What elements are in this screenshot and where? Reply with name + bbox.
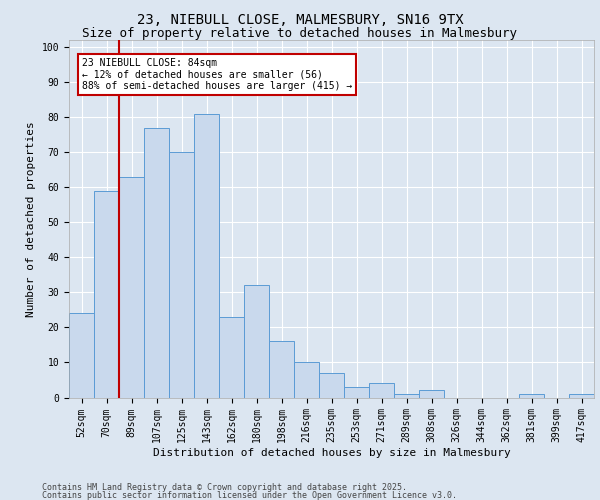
Bar (294, 362, 319, 398)
Bar (319, 373, 344, 398)
Bar (419, 390, 444, 398)
Bar (219, 317, 244, 398)
Text: Size of property relative to detached houses in Malmesbury: Size of property relative to detached ho… (83, 28, 517, 40)
Bar (244, 286, 269, 398)
Text: 23 NIEBULL CLOSE: 84sqm
← 12% of detached houses are smaller (56)
88% of semi-de: 23 NIEBULL CLOSE: 84sqm ← 12% of detache… (82, 58, 352, 90)
Bar (194, 114, 219, 398)
Text: Contains HM Land Registry data © Crown copyright and database right 2025.: Contains HM Land Registry data © Crown c… (42, 484, 407, 492)
X-axis label: Distribution of detached houses by size in Malmesbury: Distribution of detached houses by size … (152, 448, 511, 458)
Bar (94, 190, 119, 398)
Bar (344, 387, 369, 398)
Bar (119, 176, 144, 398)
Y-axis label: Number of detached properties: Number of detached properties (26, 121, 36, 316)
Text: 23, NIEBULL CLOSE, MALMESBURY, SN16 9TX: 23, NIEBULL CLOSE, MALMESBURY, SN16 9TX (137, 12, 463, 26)
Bar (569, 394, 594, 398)
Bar (69, 314, 94, 398)
Bar (394, 394, 419, 398)
Bar (369, 384, 394, 398)
Bar (269, 342, 294, 398)
Bar (519, 394, 544, 398)
Bar (169, 152, 194, 398)
Text: Contains public sector information licensed under the Open Government Licence v3: Contains public sector information licen… (42, 491, 457, 500)
Bar (144, 128, 169, 398)
